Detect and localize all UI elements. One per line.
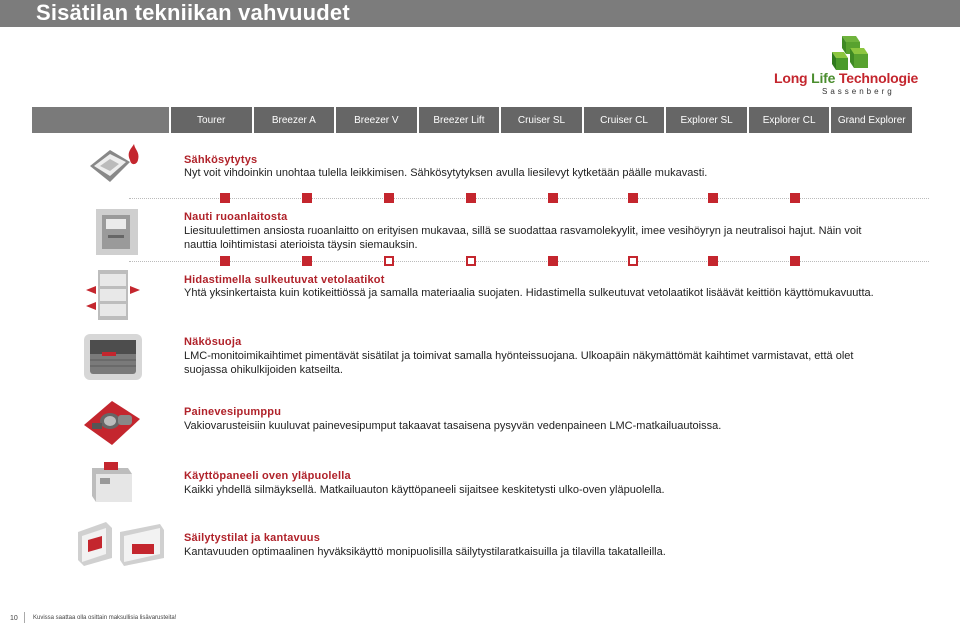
feature-title-water-pump: Painevesipumppu — [184, 406, 282, 418]
feature-desc-water-pump: Vakiovarusteisiin kuuluvat painevesipump… — [184, 420, 722, 432]
logo-word-technologie: Technologie — [838, 70, 919, 86]
feature-desc-privacy: LMC-monitoimikaihtimet pimentävät sisäti… — [184, 350, 854, 376]
soft-close-drawer-icon — [82, 268, 144, 322]
window-blind-icon — [82, 330, 144, 384]
availability-marker-filled — [790, 193, 800, 203]
tab-explorer-cl[interactable]: Explorer CL — [748, 107, 830, 133]
tab-explorer-sl[interactable]: Explorer SL — [666, 107, 747, 133]
footnote: Kuvissa saattaa olla osittain maksullisi… — [33, 615, 177, 621]
heating-panel-icon — [82, 142, 144, 196]
logo-wordmark: Long Life Technologie — [774, 70, 919, 86]
tab-tourer[interactable]: Tourer — [170, 107, 252, 133]
feature-desc-cooking: Liesituulettimen ansiosta ruoanlaitto on… — [184, 225, 862, 251]
feature-title-drawers: Hidastimella sulkeutuvat vetolaatikot — [184, 274, 385, 286]
availability-marker-filled — [466, 193, 476, 203]
title-bar — [0, 0, 960, 27]
tab-breezer-a[interactable]: Breezer A — [253, 107, 335, 133]
tab-blank — [32, 107, 169, 133]
model-tab-bar: Tourer Breezer A Breezer V Breezer Lift … — [32, 107, 913, 133]
availability-marker-filled — [384, 193, 394, 203]
availability-marker-filled — [302, 193, 312, 203]
availability-row-line — [129, 198, 929, 199]
availability-marker-hollow — [628, 256, 638, 266]
feature-desc-drawers: Yhtä yksinkertaista kuin kotikeittiössä … — [184, 287, 874, 299]
brand-logo: Long Life Technologie Sassenberg — [774, 34, 924, 96]
cube-logo-icon — [832, 36, 868, 70]
availability-marker-filled — [548, 193, 558, 203]
feature-title-control-panel: Käyttöpaneeli oven yläpuolella — [184, 470, 351, 482]
availability-marker-filled — [708, 193, 718, 203]
feature-title-storage: Säilytystilat ja kantavuus — [184, 532, 321, 544]
feature-desc-storage: Kantavuuden optimaalinen hyväksikäyttö m… — [184, 546, 666, 558]
availability-marker-hollow — [384, 256, 394, 266]
availability-marker-filled — [628, 193, 638, 203]
tab-breezer-lift[interactable]: Breezer Lift — [418, 107, 500, 133]
tab-cruiser-sl[interactable]: Cruiser SL — [501, 107, 582, 133]
availability-marker-filled — [790, 256, 800, 266]
availability-row-line — [129, 261, 929, 262]
tab-cruiser-cl[interactable]: Cruiser CL — [583, 107, 665, 133]
tab-grand-explorer[interactable]: Grand Explorer — [831, 107, 913, 133]
availability-marker-filled — [708, 256, 718, 266]
tab-breezer-v[interactable]: Breezer V — [336, 107, 417, 133]
availability-marker-filled — [220, 193, 230, 203]
availability-marker-filled — [302, 256, 312, 266]
footer-divider — [24, 612, 25, 623]
kitchen-hood-icon — [82, 205, 144, 259]
feature-title-ignition: Sähkösytytys — [184, 154, 258, 166]
storage-space-icon — [76, 518, 166, 572]
logo-subline: Sassenberg — [822, 87, 895, 96]
feature-desc-control-panel: Kaikki yhdellä silmäyksellä. Matkailuaut… — [184, 484, 665, 496]
page-title: Sisätilan tekniikan vahvuudet — [36, 0, 350, 25]
availability-marker-filled — [548, 256, 558, 266]
control-panel-icon — [82, 458, 144, 512]
feature-title-privacy: Näkösuoja — [184, 336, 242, 348]
page-number: 10 — [10, 615, 18, 622]
feature-title-cooking: Nauti ruoanlaitosta — [184, 211, 288, 223]
feature-desc-ignition: Nyt voit vihdoinkin unohtaa tulella leik… — [184, 167, 708, 179]
water-pump-icon — [82, 395, 144, 449]
availability-marker-hollow — [466, 256, 476, 266]
availability-marker-filled — [220, 256, 230, 266]
